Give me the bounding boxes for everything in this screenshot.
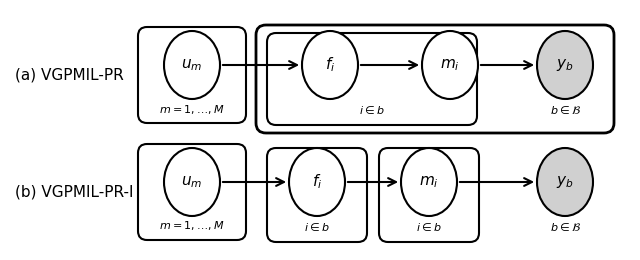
Ellipse shape	[289, 148, 345, 216]
Ellipse shape	[422, 31, 478, 99]
Text: (b) VGPMIL-PR-I: (b) VGPMIL-PR-I	[15, 185, 134, 199]
Text: $u_m$: $u_m$	[181, 174, 203, 190]
Ellipse shape	[164, 148, 220, 216]
Ellipse shape	[302, 31, 358, 99]
Text: (a) VGPMIL-PR: (a) VGPMIL-PR	[15, 68, 124, 82]
Text: $f_i$: $f_i$	[312, 173, 322, 191]
Text: $f_i$: $f_i$	[325, 56, 335, 74]
Ellipse shape	[401, 148, 457, 216]
Text: $m=1,\ldots,M$: $m=1,\ldots,M$	[159, 102, 225, 115]
Ellipse shape	[537, 148, 593, 216]
Text: $b \in \mathcal{B}$: $b \in \mathcal{B}$	[550, 104, 580, 116]
Text: $i \in b$: $i \in b$	[304, 221, 330, 233]
Ellipse shape	[164, 31, 220, 99]
Text: $i \in b$: $i \in b$	[359, 104, 385, 116]
Text: $i \in b$: $i \in b$	[416, 221, 442, 233]
Text: $m_i$: $m_i$	[440, 57, 460, 73]
Text: $b \in \mathcal{B}$: $b \in \mathcal{B}$	[550, 221, 580, 233]
Text: $m=1,\ldots,M$: $m=1,\ldots,M$	[159, 219, 225, 232]
Text: $y_b$: $y_b$	[556, 174, 574, 190]
Text: $u_m$: $u_m$	[181, 57, 203, 73]
Ellipse shape	[537, 31, 593, 99]
Text: $m_i$: $m_i$	[419, 174, 439, 190]
Text: $y_b$: $y_b$	[556, 57, 574, 73]
